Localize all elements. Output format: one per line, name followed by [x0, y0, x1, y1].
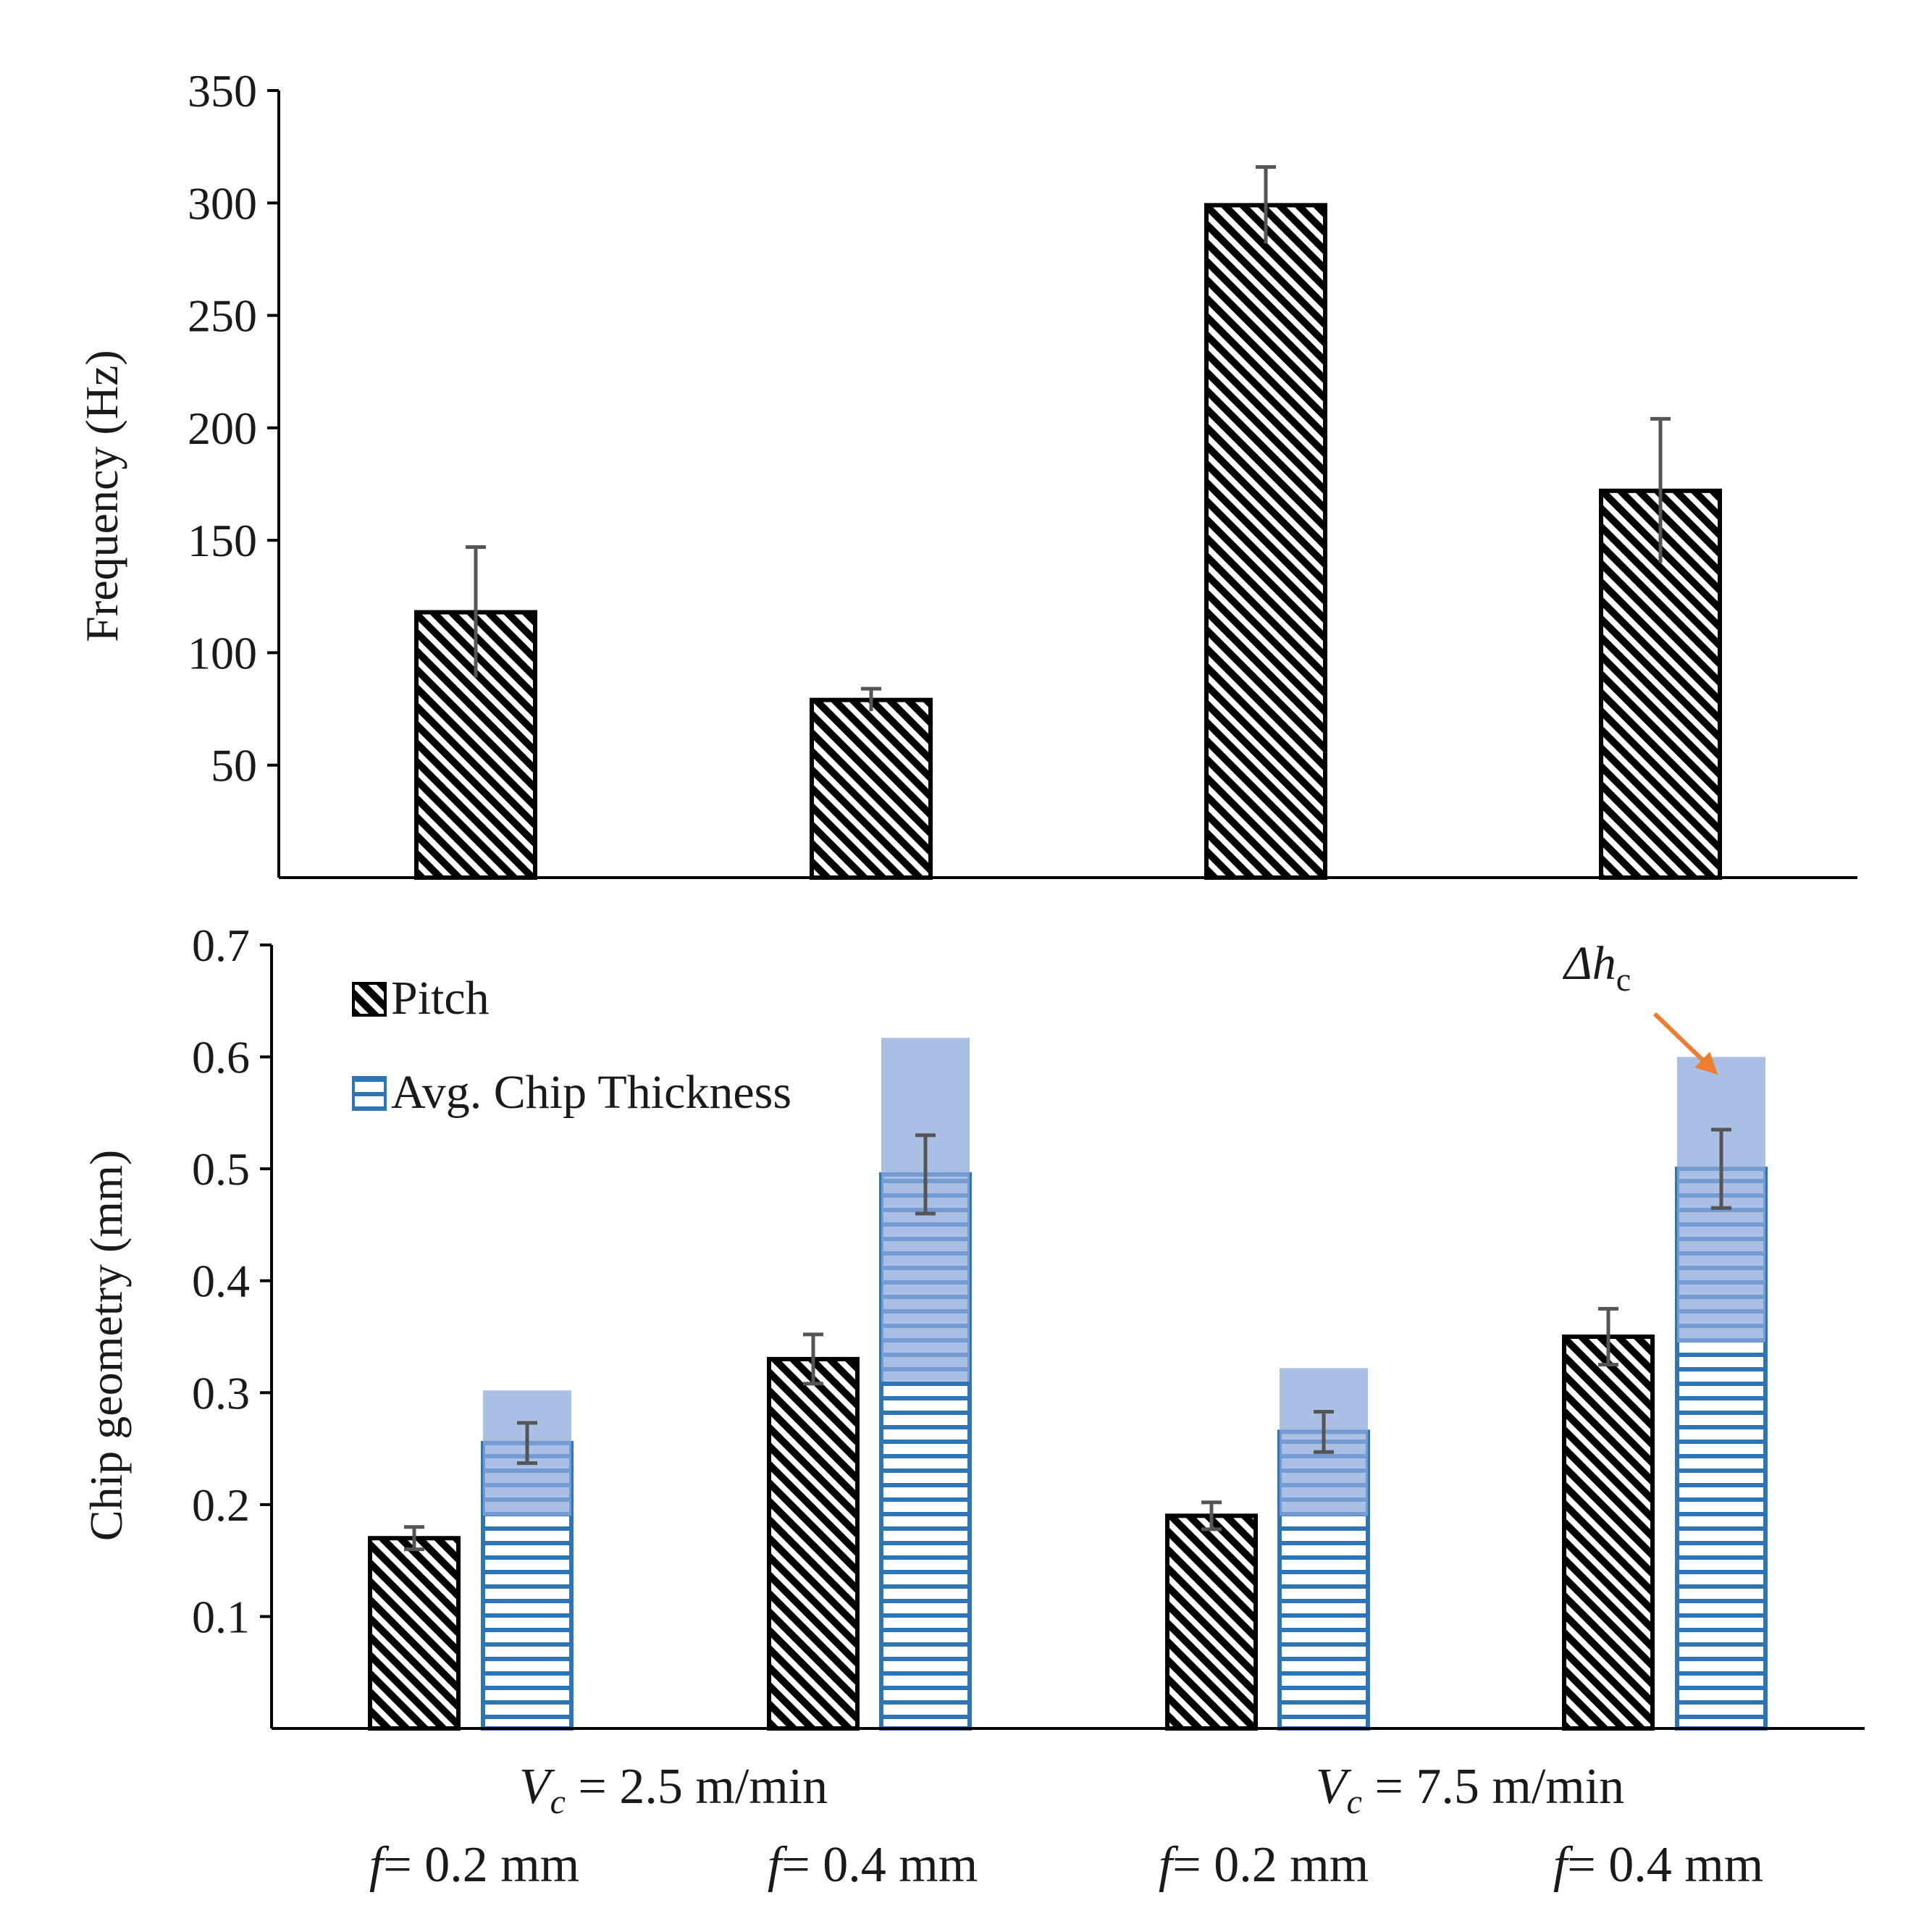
frequency-bar — [1204, 203, 1327, 880]
chip-y-tick-label: 0.4 — [192, 1256, 250, 1307]
category-label-text: = 0.4 mm — [1567, 1837, 1763, 1893]
pitch-bar — [1165, 1513, 1258, 1731]
category-label-2: f= 0.4 mm — [768, 1837, 978, 1893]
pitch-bar — [1562, 1335, 1655, 1731]
chip-geometry-chart: 0.1 0.2 0.3 0.4 0.5 0.6 0.7 Chip geometry (mm)… — [80, 920, 1865, 1731]
frequency-y-tick-label: 300 — [188, 177, 257, 229]
chip-y-tick-label: 0.5 — [192, 1143, 250, 1195]
legend: Pitch Avg. Chip Thickness — [352, 972, 791, 1119]
delta-hc-annotation: Δhc — [1562, 937, 1718, 1075]
chip-geometry-error-bars — [404, 1127, 1731, 1552]
chip-geometry-bars — [368, 1167, 1768, 1731]
chip-y-tick-label: 0.6 — [192, 1032, 250, 1083]
legend-label-avg-chip-thickness: Avg. Chip Thickness — [391, 1066, 791, 1119]
delta-hc-label: Δhc — [1562, 937, 1631, 998]
frequency-y-tick-label: 150 — [188, 515, 257, 566]
frequency-bar — [810, 697, 933, 880]
frequency-bars — [414, 203, 1722, 880]
frequency-y-tick-label: 250 — [188, 290, 257, 342]
pitch-bar — [767, 1356, 860, 1731]
category-label-text: = 0.2 mm — [1172, 1837, 1369, 1893]
pitch-bar — [368, 1536, 461, 1731]
chip-y-ticks: 0.1 0.2 0.3 0.4 0.5 0.6 0.7 — [192, 920, 272, 1642]
group-label-text: = 7.5 m/min — [1362, 1759, 1624, 1815]
frequency-y-tick-label: 100 — [188, 627, 257, 678]
delta-hc-sub: c — [1616, 961, 1631, 998]
frequency-y-tick-label: 200 — [188, 403, 257, 454]
legend-item-avg-chip-thickness: Avg. Chip Thickness — [352, 1066, 791, 1119]
group-label-vc-7-5: Vc = 7.5 m/min — [1316, 1759, 1624, 1821]
frequency-y-tick-label: 50 — [211, 740, 257, 791]
group-label-var: V — [1316, 1759, 1352, 1815]
frequency-y-ticks: 50 100 150 200 250 300 350 — [188, 65, 279, 791]
legend-swatch-pitch — [352, 982, 387, 1017]
group-label-var: V — [519, 1759, 555, 1815]
category-label-text: = 0.4 mm — [781, 1837, 978, 1893]
delta-hc-arrow — [1652, 1012, 1718, 1075]
frequency-chart: 50 100 150 200 250 300 350 Frequency (Hz) — [76, 65, 1857, 880]
group-label-text: = 2.5 m/min — [566, 1759, 828, 1815]
group-label-sub: c — [550, 1783, 566, 1821]
frequency-y-tick-label: 350 — [188, 65, 257, 117]
chip-y-tick-label: 0.1 — [192, 1591, 250, 1642]
legend-label-pitch: Pitch — [391, 972, 490, 1025]
chip-y-tick-label: 0.2 — [192, 1479, 250, 1531]
legend-swatch-avg-chip-thickness — [352, 1076, 387, 1111]
chip-y-tick-label: 0.3 — [192, 1367, 250, 1419]
category-label-text: = 0.2 mm — [383, 1837, 579, 1893]
category-label-1: f= 0.2 mm — [369, 1837, 579, 1893]
group-label-sub: c — [1347, 1783, 1362, 1821]
group-label-vc-2-5: Vc = 2.5 m/min — [519, 1759, 828, 1821]
delta-hc-main: Δh — [1562, 937, 1616, 990]
x-axis-labels: Vc = 2.5 m/min Vc = 7.5 m/min f= 0.2 mm … — [369, 1759, 1763, 1893]
chip-y-axis-title: Chip geometry (mm) — [80, 1150, 132, 1541]
frequency-error-bars — [466, 165, 1671, 712]
legend-item-pitch: Pitch — [352, 972, 490, 1025]
category-label-3: f= 0.2 mm — [1159, 1837, 1369, 1893]
chip-y-tick-label: 0.7 — [192, 920, 250, 971]
category-label-4: f= 0.4 mm — [1553, 1837, 1763, 1893]
frequency-y-axis-title: Frequency (Hz) — [76, 350, 127, 642]
